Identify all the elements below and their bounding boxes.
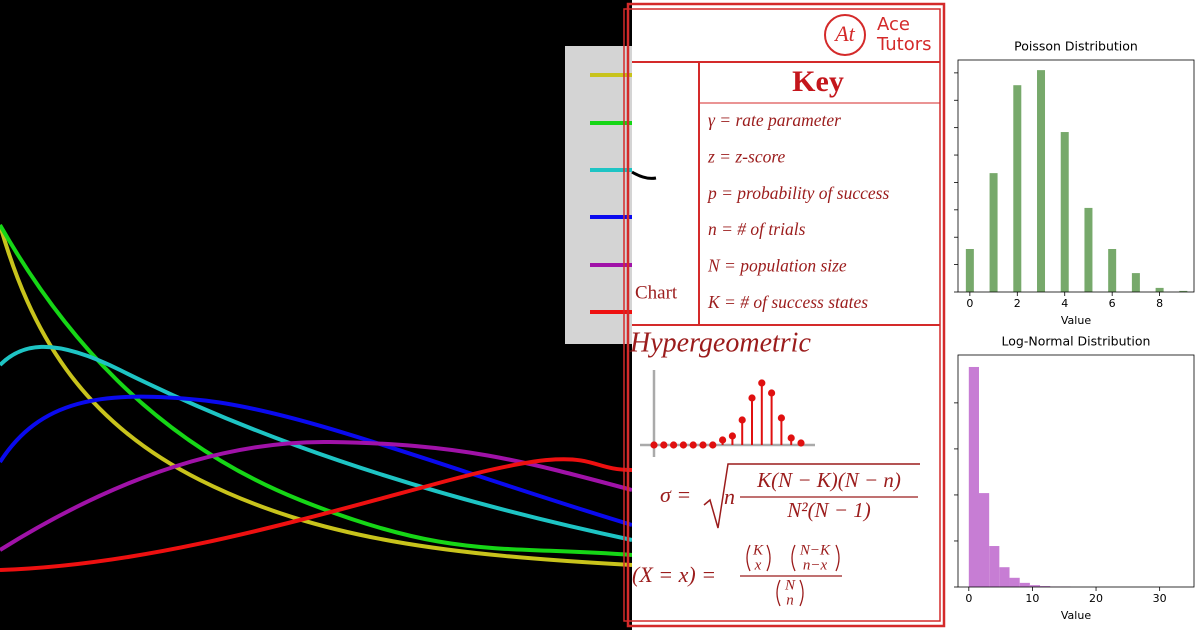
chart-title: Log-Normal Distribution — [1002, 334, 1151, 349]
logo-text: Ace — [877, 14, 910, 35]
formula-factor: n — [724, 484, 735, 509]
axes-frame — [957, 59, 1195, 293]
curve — [0, 224, 633, 567]
histogram-bar — [1019, 582, 1030, 587]
curve — [0, 224, 633, 557]
binomial-parens — [746, 544, 840, 607]
key-item: K = # of success states — [707, 292, 868, 312]
charts-panel — [948, 0, 1200, 630]
bar — [1179, 290, 1188, 292]
cheat-sheet: At Ace Tutors Key γ = rate parameter z = … — [623, 0, 948, 630]
stem-dot — [777, 414, 786, 422]
histogram-bar — [1009, 577, 1020, 587]
stem-dot — [709, 441, 717, 449]
binomial-top: N−K — [799, 542, 831, 558]
legend-swatches — [590, 73, 632, 314]
histogram-bar — [978, 493, 990, 587]
stem-dot — [689, 441, 697, 449]
stem-dot — [768, 389, 776, 397]
bar — [1108, 248, 1117, 292]
formula-numerator: K(N − K)(N − n) — [756, 468, 901, 492]
curves-panel — [0, 0, 632, 630]
curve — [0, 439, 633, 552]
stem-dot — [738, 416, 746, 424]
binomial-bottom: n — [786, 592, 794, 608]
stem-dot — [748, 394, 756, 402]
sqrt-sign — [703, 463, 920, 529]
stem-dot — [650, 441, 658, 449]
histogram-bar — [999, 567, 1010, 587]
bar — [1037, 70, 1046, 293]
formula-denominator: N²(N − 1) — [786, 498, 870, 522]
key-list: γ = rate parameter z = z-score p = probabi… — [706, 110, 889, 312]
x-tick-label: 30 — [1153, 592, 1167, 605]
histogram-bar — [1040, 586, 1051, 587]
x-tick-label: 20 — [1089, 592, 1103, 605]
bar — [1084, 207, 1093, 292]
bar — [1155, 287, 1164, 292]
logo-ring — [824, 14, 866, 56]
x-tick-label: 8 — [1156, 297, 1163, 310]
formula-lhs: (X = x) = — [632, 562, 716, 587]
key-item: p = probability of success — [706, 183, 889, 203]
x-tick-label: 10 — [1025, 592, 1039, 605]
section-title: Hypergeometric — [629, 327, 811, 358]
binomial-bottom: x — [754, 557, 762, 573]
x-axis-label: Value — [1061, 609, 1091, 622]
histogram-bar — [1029, 585, 1041, 587]
stem-dot — [670, 441, 678, 449]
key-item: n = # of trials — [708, 219, 806, 239]
stem-icon — [640, 370, 815, 457]
x-tick-label: 0 — [965, 592, 972, 605]
x-axis-label: Value — [1061, 314, 1091, 327]
x-tick-label: 2 — [1014, 297, 1021, 310]
stem-dot — [660, 441, 668, 449]
sheet-frame — [623, 2, 946, 628]
bar — [1060, 132, 1069, 292]
legend-box — [565, 46, 632, 344]
key-item: γ = rate parameter — [708, 110, 841, 130]
key-title: Key — [792, 65, 844, 98]
chart-title: Poisson Distribution — [1014, 39, 1138, 54]
stem-dot — [719, 436, 727, 444]
x-tick-label: 4 — [1061, 297, 1068, 310]
stem-dot — [758, 379, 766, 387]
logo-mark: At — [833, 21, 855, 46]
logo-text: Tutors — [876, 34, 932, 55]
binomial-top: N — [784, 577, 796, 593]
key-item: z = z-score — [707, 146, 785, 166]
stem-dot — [679, 441, 688, 449]
bar — [989, 173, 998, 292]
bar — [965, 248, 974, 292]
bar — [1131, 273, 1140, 292]
axes-frame — [957, 354, 1195, 588]
stem-dot — [787, 434, 795, 442]
chart-label: Chart — [635, 282, 678, 303]
x-tick-label: 0 — [966, 297, 973, 310]
x-tick-label: 6 — [1109, 297, 1116, 310]
stem-dot — [699, 441, 707, 449]
bar — [1013, 85, 1022, 292]
formula-lhs: σ = — [660, 482, 691, 507]
stem-dot — [728, 432, 737, 440]
stem-dot — [797, 439, 805, 447]
sheet-bg — [632, 0, 948, 630]
binomial-top: K — [752, 542, 764, 558]
curve — [0, 457, 633, 572]
curve-fragment — [631, 170, 657, 180]
histogram-bar — [968, 366, 979, 587]
curves — [0, 224, 633, 572]
key-item: N = population size — [707, 256, 847, 276]
binomial-bottom: n−x — [803, 557, 828, 573]
curve — [0, 394, 633, 527]
histogram-bar — [989, 546, 1000, 587]
